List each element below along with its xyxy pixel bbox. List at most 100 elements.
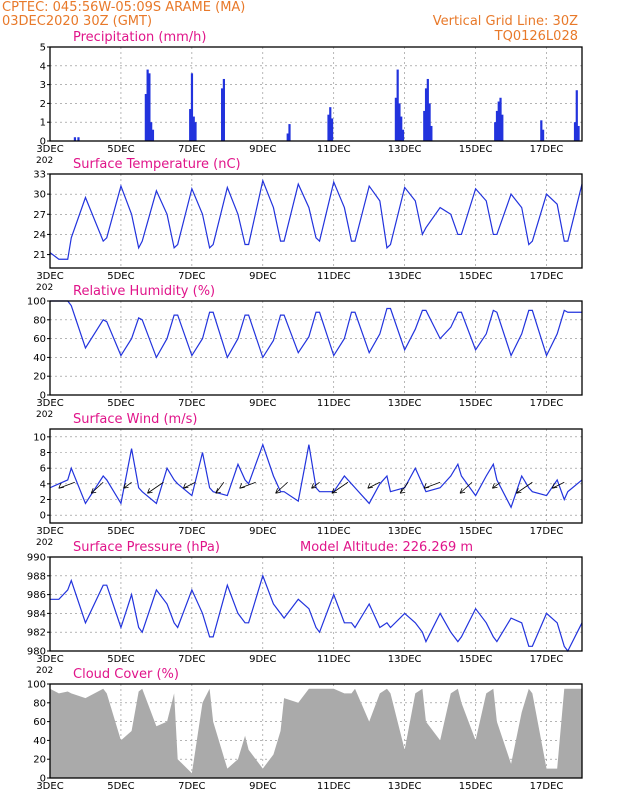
x-tick-label: 11DEC <box>317 271 351 282</box>
precip-bar <box>540 120 543 141</box>
panel-wind: 0 2 4 6 8 10 3DEC 5DEC 7DEC 9DEC 11DEC 13DEC 15DEC 17… <box>33 412 583 548</box>
precip-bar <box>573 122 577 141</box>
precip-bar <box>151 129 155 141</box>
wind-direction-arrow <box>123 481 132 489</box>
wind-direction-arrow <box>215 482 225 494</box>
y-tick-label: 0 <box>40 511 46 522</box>
y-tick-label: 21 <box>33 250 46 261</box>
wind-direction-arrow <box>58 481 75 489</box>
precip-bar <box>146 69 149 141</box>
x-tick-label: 5DEC <box>107 398 134 409</box>
x-tick-label: 5DEC <box>107 526 134 537</box>
x-tick-label: 15DEC <box>459 144 493 155</box>
y-tick-label: 2 <box>40 495 46 506</box>
panel-frame <box>49 556 583 652</box>
x-tick-label: 17DEC <box>530 271 564 282</box>
x-tick-label: 11DEC <box>317 398 351 409</box>
wind-direction-arrow <box>147 481 164 494</box>
header-grid-line: Vertical Grid Line: 30Z <box>433 14 578 29</box>
y-tick-label: 10 <box>33 432 46 443</box>
wind-direction-arrow <box>331 481 349 494</box>
clipped-year-label: 202 <box>36 156 53 166</box>
x-tick-label: 17DEC <box>530 654 564 665</box>
y-tick-label: 20 <box>33 755 46 766</box>
y-tick-label: 5 <box>40 43 46 54</box>
x-tick-label: 17DEC <box>530 144 564 155</box>
panel-temperature: 21 24 27 30 33 3DEC 5DEC 7DEC 9DEC 11DEC 13DEC 15DE… <box>33 157 583 293</box>
y-tick-label: 24 <box>33 230 46 241</box>
panel-title: Surface Pressure (hPa) <box>73 540 220 555</box>
y-tick-label: 982 <box>27 628 46 639</box>
panel-frame <box>49 428 583 524</box>
wind-direction-arrow <box>311 481 320 489</box>
wind-direction-arrow <box>90 481 104 494</box>
precip-bar <box>577 125 580 141</box>
x-tick-label: 11DEC <box>317 526 351 537</box>
x-tick-label: 7DEC <box>178 526 205 537</box>
y-tick-label: 60 <box>33 334 46 345</box>
precip-bar <box>330 118 334 141</box>
x-tick-label: 15DEC <box>459 781 493 792</box>
wind-direction-arrow <box>492 481 501 489</box>
y-tick-label: 0 <box>40 391 46 402</box>
precip-bar <box>288 124 291 141</box>
x-tick-label: 11DEC <box>317 781 351 792</box>
precip-bar <box>398 103 401 141</box>
y-tick-label: 3 <box>40 80 46 91</box>
x-tick-label: 13DEC <box>388 271 422 282</box>
cloud-cover-area <box>50 688 582 778</box>
y-tick-label: 980 <box>27 647 46 658</box>
x-tick-label: 3DEC <box>36 144 63 155</box>
x-tick-label: 5DEC <box>107 781 134 792</box>
y-tick-label: 30 <box>33 190 46 201</box>
precip-bar <box>495 110 499 141</box>
x-tick-label: 7DEC <box>178 271 205 282</box>
wind-direction-arrow <box>239 481 256 489</box>
header-model-id: TQ0126L028 <box>494 29 578 44</box>
x-tick-label: 7DEC <box>178 144 205 155</box>
x-tick-label: 9DEC <box>249 781 276 792</box>
wind-direction-arrow <box>459 481 473 494</box>
y-tick-label: 27 <box>33 210 46 221</box>
y-tick-label: 0 <box>40 137 46 148</box>
precip-bar <box>394 97 397 141</box>
precip-bar <box>401 129 405 141</box>
x-tick-label: 11DEC <box>317 144 351 155</box>
x-tick-label: 5DEC <box>107 271 134 282</box>
precip-bar <box>424 88 428 141</box>
precip-bar <box>499 97 502 141</box>
y-tick-label: 33 <box>33 170 46 181</box>
wind-direction-arrow <box>183 481 196 489</box>
x-tick-label: 13DEC <box>388 144 422 155</box>
x-tick-label: 15DEC <box>459 271 493 282</box>
wind-direction-arrow <box>423 481 441 489</box>
x-tick-label: 15DEC <box>459 398 493 409</box>
y-tick-label: 2 <box>40 99 46 110</box>
precip-bar <box>222 78 225 141</box>
panel-frame <box>49 173 583 269</box>
wind-direction-arrow <box>551 481 565 489</box>
x-tick-label: 9DEC <box>249 144 276 155</box>
precip-bar <box>497 101 500 141</box>
x-tick-label: 3DEC <box>36 781 63 792</box>
y-tick-label: 4 <box>40 61 46 72</box>
x-tick-label: 13DEC <box>388 654 422 665</box>
panel-pressure: 980 982 984 986 988 990 3DEC 5DEC 7DEC 9DEC 11DEC 1… <box>27 540 583 676</box>
y-tick-label: 60 <box>33 717 46 728</box>
wind-direction-arrow <box>399 482 409 494</box>
x-tick-label: 13DEC <box>388 398 422 409</box>
series-humidity-line <box>50 300 582 359</box>
x-tick-label: 13DEC <box>388 526 422 537</box>
precip-bar <box>400 116 403 141</box>
precip-bar <box>221 88 224 141</box>
clipped-year-label: 202 <box>36 538 53 548</box>
x-tick-label: 17DEC <box>530 398 564 409</box>
y-tick-label: 990 <box>27 553 46 564</box>
panel-title: Cloud Cover (%) <box>73 667 179 682</box>
series-wind-line <box>49 442 583 509</box>
x-tick-label: 15DEC <box>459 654 493 665</box>
model-altitude-label: Model Altitude: 226.269 m <box>300 540 473 555</box>
precip-bar <box>494 122 497 141</box>
series-temperature-line <box>49 178 583 260</box>
precip-bar <box>286 133 289 141</box>
